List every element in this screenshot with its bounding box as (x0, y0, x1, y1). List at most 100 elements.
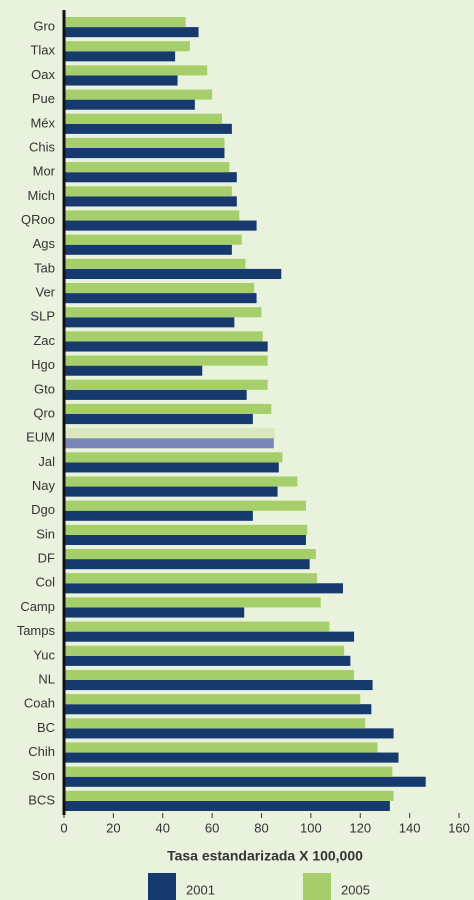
bar (64, 728, 394, 739)
legend-swatch (303, 873, 331, 900)
y-tick-label: Qro (33, 405, 55, 420)
y-tick-label: Tlax (30, 43, 55, 58)
y-tick-label: Camp (20, 599, 55, 614)
y-tick-label: Tamps (17, 623, 56, 638)
bar (64, 186, 232, 197)
y-tick-label: Zac (33, 333, 55, 348)
bar (64, 41, 190, 52)
y-tick-label: Gro (33, 19, 55, 34)
legend-label: 2005 (341, 882, 370, 897)
bar (64, 573, 318, 584)
y-tick-label: Son (32, 768, 55, 783)
y-tick-label: NL (38, 671, 55, 686)
y-tick-label: Hgo (31, 357, 55, 372)
bar (64, 113, 222, 124)
x-tick-label: 80 (254, 820, 268, 835)
x-tick-label: 20 (106, 820, 120, 835)
bar (64, 776, 426, 787)
bar (64, 162, 230, 173)
bar (64, 403, 272, 414)
x-tick-label: 120 (349, 820, 371, 835)
bar (64, 220, 257, 231)
bar (64, 258, 246, 269)
bar (64, 148, 225, 159)
y-tick-label: Pue (32, 91, 55, 106)
bar (64, 607, 245, 618)
y-tick-label: Gto (34, 381, 55, 396)
bar (64, 123, 232, 134)
y-tick-label: Ver (35, 285, 55, 300)
bar (64, 331, 263, 342)
x-tick-label: 40 (156, 820, 170, 835)
bar (64, 476, 298, 487)
bar (64, 244, 232, 255)
bar (64, 137, 225, 148)
bar (64, 65, 208, 76)
x-tick-label: 60 (205, 820, 219, 835)
bar (64, 283, 255, 294)
x-tick-label: 160 (448, 820, 470, 835)
bar (64, 317, 235, 328)
y-tick-label: QRoo (21, 212, 55, 227)
bar (64, 307, 262, 318)
bar (64, 655, 351, 666)
bar (64, 379, 268, 390)
y-tick-label: Mor (33, 164, 56, 179)
y-tick-label: Chis (29, 139, 56, 154)
y-tick-label: Coah (24, 696, 55, 711)
bar (64, 365, 203, 376)
bar (64, 51, 176, 62)
bar (64, 549, 316, 560)
bar (64, 680, 373, 691)
y-tick-label: Mich (28, 188, 55, 203)
bar (64, 583, 343, 594)
bar (64, 210, 240, 221)
bar (64, 172, 237, 183)
legend-label: 2001 (186, 882, 215, 897)
bar (64, 704, 372, 715)
bar (64, 27, 199, 38)
y-tick-label: Nay (32, 478, 56, 493)
x-tick-label: 0 (60, 820, 67, 835)
bar (64, 742, 378, 753)
bar (64, 452, 283, 463)
y-tick-label: Col (35, 575, 55, 590)
bar (64, 428, 276, 439)
bar (64, 621, 330, 632)
x-tick-label: 100 (300, 820, 322, 835)
bar (64, 268, 282, 279)
y-tick-label: BCS (28, 792, 55, 807)
bar (64, 293, 257, 304)
bar (64, 355, 268, 366)
bar (64, 341, 268, 352)
bar (64, 75, 178, 86)
bar (64, 414, 253, 425)
y-tick-label: EUM (26, 430, 55, 445)
y-tick-label: Chih (28, 744, 55, 759)
bar (64, 800, 390, 811)
bar (64, 234, 242, 245)
bar (64, 462, 279, 473)
bar (64, 510, 253, 521)
y-tick-label: Dgo (31, 502, 55, 517)
y-tick-label: Méx (30, 115, 55, 130)
bar (64, 389, 247, 400)
bar (64, 196, 237, 207)
bar (64, 752, 399, 763)
bar (64, 766, 393, 777)
bar (64, 486, 278, 497)
bar (64, 631, 355, 642)
bar (64, 694, 361, 705)
y-tick-label: Jal (38, 454, 55, 469)
bar (64, 645, 345, 656)
legend-swatch (148, 873, 176, 900)
bar (64, 669, 355, 680)
y-tick-label: Tab (34, 260, 55, 275)
y-tick-label: Oax (31, 67, 55, 82)
bar (64, 17, 186, 28)
bar (64, 438, 274, 449)
x-axis-label: Tasa estandarizada X 100,000 (167, 848, 363, 864)
y-tick-label: Ags (33, 236, 56, 251)
y-tick-label: DF (38, 551, 55, 566)
